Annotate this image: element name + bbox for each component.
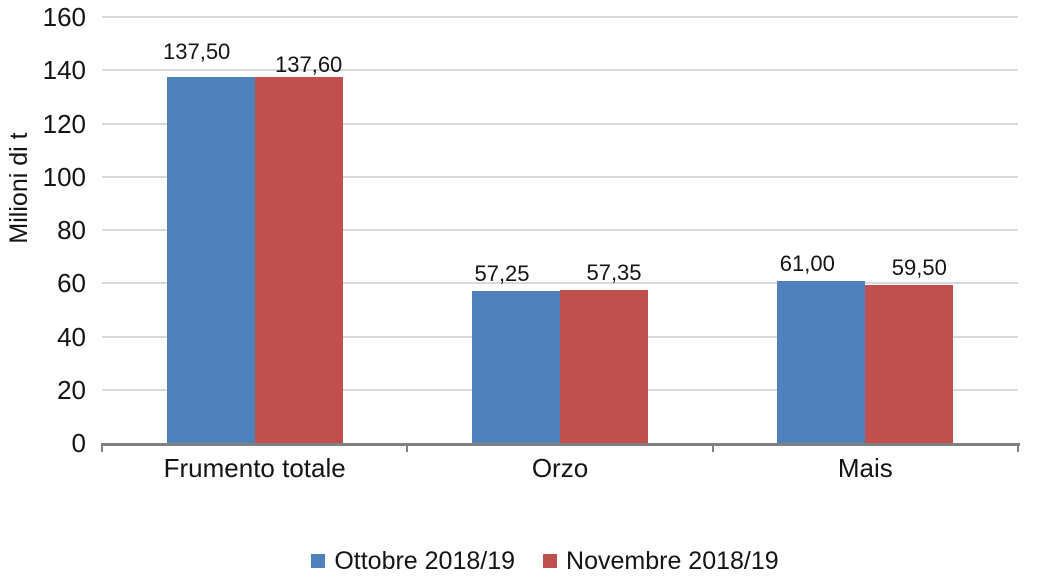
gridline [102, 69, 1018, 72]
bar-value-label: 59,50 [891, 254, 947, 280]
bar-value-label: 57,35 [586, 260, 642, 286]
bar-ottobre-2018-19-frumento-totale [166, 76, 255, 443]
bar-novembre-2018-19-mais [865, 284, 954, 443]
legend-swatch-icon [311, 554, 326, 568]
legend-item-novembre-2018-19: Novembre 2018/19 [543, 546, 779, 576]
y-tick-label: 100 [42, 161, 86, 192]
gridline [102, 282, 1018, 285]
legend-swatch-icon [543, 554, 558, 568]
legend-label: Ottobre 2018/19 [334, 547, 516, 575]
x-axis-tick [711, 443, 714, 452]
bar-value-label: 137,50 [163, 38, 231, 64]
bar-value-label: 57,25 [474, 260, 530, 286]
y-tick-label: 80 [57, 215, 86, 245]
y-tick-label: 60 [57, 268, 86, 299]
x-axis-tick [1017, 443, 1019, 452]
bar-novembre-2018-19-frumento-totale [254, 76, 343, 443]
bar-value-label: 61,00 [779, 250, 835, 276]
chart-legend: Ottobre 2018/19 Novembre 2018/19 [0, 542, 1038, 580]
bar-value-label: 137,60 [275, 51, 343, 77]
legend-label: Novembre 2018/19 [566, 547, 779, 575]
gridline [102, 122, 1018, 125]
bar-ottobre-2018-19-orzo [472, 290, 560, 443]
y-tick-label: 40 [57, 321, 86, 352]
y-tick-label: 140 [42, 55, 86, 86]
x-axis-tick [101, 443, 103, 452]
bar-novembre-2018-19-orzo [560, 290, 648, 443]
y-tick-label: 0 [71, 428, 86, 458]
gridline [102, 16, 1018, 18]
y-tick-label: 160 [42, 2, 86, 32]
category-label-orzo: Orzo [531, 453, 589, 483]
x-axis-line [101, 443, 1020, 446]
category-label-frumento-totale: Frumento totale [163, 453, 346, 483]
x-axis-tick [406, 443, 409, 452]
bar-ottobre-2018-19-mais [777, 280, 866, 443]
legend-item-ottobre-2018-19: Ottobre 2018/19 [311, 546, 515, 576]
y-tick-label: 20 [57, 374, 86, 405]
category-label-mais: Mais [837, 453, 893, 483]
y-tick-label: 120 [42, 108, 86, 139]
gridline [102, 175, 1018, 178]
gridline [102, 229, 1018, 231]
